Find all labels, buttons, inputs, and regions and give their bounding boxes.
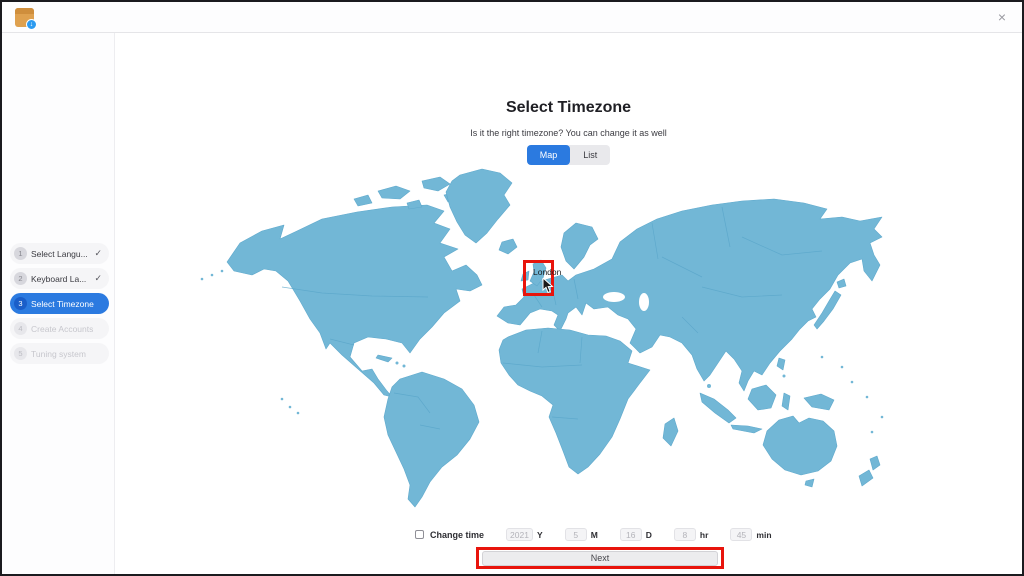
year-unit-label: Y [537,529,543,540]
installer-app-icon: ↓ [15,8,37,30]
sidebar-step-select-language[interactable]: 1 Select Langu... ✓ [10,243,109,264]
month-unit-label: M [590,529,598,540]
world-map[interactable] [182,167,912,512]
wizard-sidebar: 1 Select Langu... ✓ 2 Keyboard La... ✓ 3… [2,33,115,574]
map-region-greenland[interactable] [445,168,513,244]
check-icon: ✓ [94,273,102,283]
tab-map[interactable]: Map [526,145,571,165]
month-field[interactable] [564,528,587,541]
hour-unit-label: hr [699,529,709,540]
minute-unit-label: min [756,529,772,540]
step-number: 2 [14,272,27,285]
page-subtitle: Is it the right timezone? You can change… [470,128,667,138]
sidebar-step-tuning-system: 5 Tuning system [10,343,109,364]
year-field[interactable] [506,528,534,541]
step-number: 4 [14,322,27,335]
tab-list[interactable]: List [583,150,598,160]
day-unit-label: D [645,529,652,540]
map-region-japan[interactable] [813,290,842,330]
check-icon: ✓ [94,248,102,258]
package-flap [15,8,34,14]
map-region-africa[interactable] [498,327,651,475]
step-label: Create Accounts [31,323,94,334]
country-borders [281,206,823,430]
step-list: 1 Select Langu... ✓ 2 Keyboard La... ✓ 3… [10,243,109,368]
sidebar-step-create-accounts: 4 Create Accounts [10,318,109,339]
change-time-row: Change time Y M D hr min [415,527,772,542]
step-label: Keyboard La... [31,273,87,284]
change-time-label: Change time [430,529,485,540]
map-region-eurasia[interactable] [496,198,883,392]
step-number: 3 [14,297,27,310]
page-title: Select Timezone [505,99,632,116]
map-region-australia[interactable] [762,415,838,476]
download-badge-icon: ↓ [26,19,37,30]
hour-field[interactable] [673,528,696,541]
minute-field[interactable] [730,528,753,541]
map-region-scandinavia[interactable] [560,222,599,270]
sidebar-step-keyboard-layout[interactable]: 2 Keyboard La... ✓ [10,268,109,289]
change-time-checkbox[interactable] [415,530,424,539]
map-region-ireland[interactable] [520,270,530,282]
sidebar-step-select-timezone[interactable]: 3 Select Timezone [10,293,109,314]
titlebar: ↓ × [2,2,1022,33]
step-label: Select Langu... [31,248,88,259]
map-region-south-america[interactable] [383,371,480,508]
cursor-icon [542,278,554,294]
map-region-north-america[interactable] [226,204,483,398]
next-button[interactable]: Next [482,551,718,566]
view-toggle: Map List [115,145,1022,165]
close-icon[interactable]: × [997,9,1007,25]
day-field[interactable] [619,528,642,541]
selected-city-label[interactable]: London [533,267,562,277]
step-label: Select Timezone [31,298,94,309]
step-number: 1 [14,247,27,260]
step-label: Tuning system [31,348,86,359]
map-region-new-zealand[interactable] [869,455,881,471]
step-number: 5 [14,347,27,360]
